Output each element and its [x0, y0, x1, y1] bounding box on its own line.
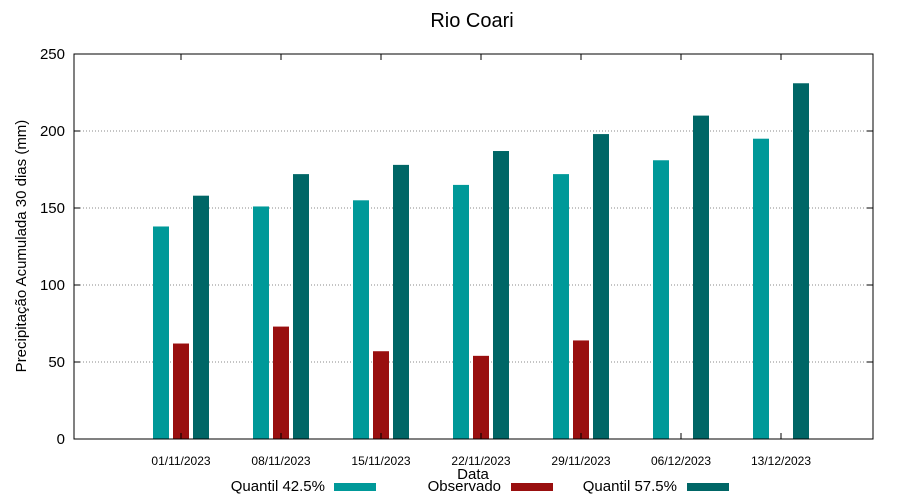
x-tick-label: 15/11/2023 [351, 454, 410, 468]
bar-quantil-57-5--2 [393, 164, 409, 439]
x-axis-ticks: 01/11/2023 08/11/2023 15/11/2023 22/11/2023… [151, 54, 811, 468]
bar-quantil-57-5--1 [293, 174, 309, 439]
y-tick-label: 100 [40, 277, 65, 294]
y-tick-label: 150 [40, 200, 65, 217]
plot-frame [73, 53, 874, 440]
bar-quantil-57-5--6 [793, 83, 809, 439]
y-tick-label: 250 [40, 46, 65, 63]
y-tick-label: 0 [57, 431, 65, 448]
y-tick-label: 50 [48, 354, 65, 371]
bar-observado-0 [173, 343, 189, 439]
bar-quantil-57-5--3 [493, 151, 509, 439]
bar-quantil-42-5--2 [353, 200, 369, 439]
y-axis-label: Precipitação Acumulada 30 dias (mm) [13, 120, 30, 373]
y-tick-label: 200 [40, 123, 65, 140]
bar-quantil-42-5--5 [653, 160, 669, 439]
bar-observado-4 [573, 340, 589, 439]
bar-quantil-42-5--4 [553, 174, 569, 439]
legend: Quantil 42.5% Observado Quantil 57.5% [231, 478, 729, 495]
legend-label: Quantil 42.5% [231, 478, 325, 495]
bar-observado-1 [273, 326, 289, 439]
legend-swatch [334, 483, 376, 491]
bars [153, 83, 809, 439]
legend-swatch [511, 483, 553, 491]
x-tick-label: 13/12/2023 [751, 454, 811, 468]
legend-label: Quantil 57.5% [583, 478, 677, 495]
y-axis-ticks: 0 50 100 150 200 250 [40, 46, 873, 448]
bar-quantil-42-5--3 [453, 184, 469, 439]
bar-quantil-57-5--0 [193, 195, 209, 439]
bar-quantil-42-5--0 [153, 226, 169, 439]
bar-observado-2 [373, 351, 389, 439]
x-tick-label: 01/11/2023 [151, 454, 210, 468]
x-axis-label: Data [457, 466, 489, 483]
legend-swatch [687, 483, 729, 491]
chart-title: Rio Coari [430, 10, 513, 32]
legend-label: Observado [428, 478, 501, 495]
bar-quantil-42-5--1 [253, 206, 269, 439]
bar-quantil-57-5--5 [693, 115, 709, 439]
x-tick-label: 08/11/2023 [251, 454, 310, 468]
bar-quantil-57-5--4 [593, 134, 609, 439]
bar-quantil-42-5--6 [753, 138, 769, 439]
x-tick-label: 22/11/2023 [451, 454, 510, 468]
bar-observado-3 [473, 355, 489, 439]
x-tick-label: 06/12/2023 [651, 454, 711, 468]
x-tick-label: 29/11/2023 [551, 454, 610, 468]
